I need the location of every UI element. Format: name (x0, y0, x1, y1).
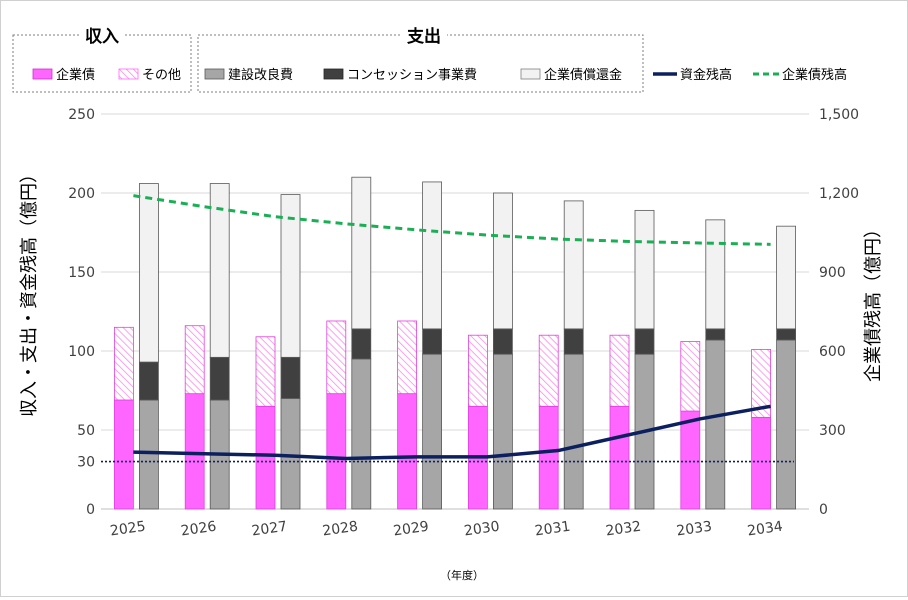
bar-kigyosai (751, 416, 771, 510)
legend-swatch-concession (323, 68, 344, 80)
right-axis-ticks: 0 300 600 900 1,200 1,500 (819, 107, 859, 518)
right-axis-title: 企業債残高（億円） (863, 220, 884, 382)
legend-label-sonota: その他 (142, 68, 181, 83)
bar-kensetsu (492, 353, 513, 510)
bar-shokan (280, 194, 301, 358)
legend-label-kensetsu: 建設改良費 (228, 67, 293, 83)
bar-shokan (422, 181, 443, 330)
bar-concession (351, 328, 372, 360)
x-tick-label: 2030 (463, 519, 501, 540)
legend-expense-box (197, 34, 644, 93)
x-tick-label: 2028 (321, 519, 359, 540)
bar-kensetsu (280, 397, 301, 510)
x-tick-label: 2027 (251, 519, 289, 540)
bar-kigyosai (609, 405, 630, 510)
bar-concession (280, 356, 301, 399)
line-shikin-zandaka (133, 404, 771, 461)
bar-shokan (351, 176, 372, 330)
bar-kigyosai (184, 393, 205, 510)
bar-concession (492, 328, 513, 355)
legend-swatch-kigyosai (32, 68, 53, 80)
bar-shokan (209, 183, 230, 358)
legend-label-concession: コンセッション事業費 (347, 67, 477, 83)
bar-sonota (397, 320, 418, 395)
bar-concession (776, 328, 796, 341)
left-tick-label: 100 (68, 344, 95, 360)
bar-sonota (184, 325, 205, 395)
x-tick-label: 2034 (746, 519, 784, 540)
legend-swatch-shokan (520, 68, 541, 80)
left-tick-label: 30 (77, 455, 95, 471)
x-tick-label: 2029 (392, 519, 430, 540)
legend-expense-title: 支出 (407, 26, 441, 47)
bar-kensetsu (776, 339, 796, 510)
left-axis-title: 収入・支出・資金残高（億円） (19, 165, 40, 417)
bar-concession (563, 328, 584, 355)
x-tick-label: 2033 (675, 519, 713, 540)
x-tick-label: 2025 (109, 519, 147, 540)
bar-concession (705, 328, 726, 341)
legend-label-zandaka: 企業債残高 (782, 67, 847, 83)
legend-label-kigyosai: 企業債 (56, 67, 95, 83)
bar-kensetsu (138, 399, 159, 510)
left-tick-label: 50 (77, 423, 95, 439)
x-axis-title: （年度） (440, 568, 484, 582)
x-tick-label: 2032 (605, 519, 643, 540)
bars (114, 176, 796, 510)
bar-sonota (680, 341, 701, 412)
bar-sonota (467, 334, 488, 407)
right-tick-label: 1,500 (819, 107, 859, 123)
legend-swatch-sonota (118, 68, 139, 80)
bar-kigyosai (326, 393, 347, 510)
bar-sonota (609, 334, 630, 407)
bar-kensetsu (563, 353, 584, 510)
line-kigyosai-zandaka (133, 194, 771, 246)
left-axis-ticks: 0 30 50 100 150 200 250 (68, 107, 95, 518)
x-tick-label: 2031 (534, 519, 572, 540)
gridlines (101, 113, 809, 510)
bar-kigyosai (397, 393, 418, 510)
bar-concession (634, 328, 655, 355)
bar-shokan (776, 225, 796, 330)
bar-sonota (114, 326, 134, 401)
bar-kensetsu (422, 353, 443, 510)
x-tick-label: 2026 (180, 519, 218, 540)
bar-kigyosai (114, 399, 134, 510)
bar-sonota (255, 336, 276, 407)
legend-swatch-kensetsu (204, 68, 225, 80)
bar-kensetsu (705, 339, 726, 510)
right-tick-label: 1,200 (819, 186, 859, 202)
right-tick-label: 600 (819, 344, 846, 360)
bar-shokan (634, 209, 655, 330)
bar-kigyosai (255, 405, 276, 510)
bar-sonota (751, 349, 771, 418)
legend-label-shokan: 企業債償還金 (544, 67, 622, 83)
lines (101, 194, 794, 463)
left-tick-label: 250 (68, 107, 95, 123)
left-tick-label: 200 (68, 186, 95, 202)
right-tick-label: 300 (819, 423, 846, 439)
bar-kigyosai (538, 405, 559, 510)
bar-sonota (538, 334, 559, 407)
bar-shokan (705, 219, 726, 330)
legend-income-title: 収入 (85, 27, 119, 47)
bar-concession (209, 356, 230, 401)
right-tick-label: 900 (819, 265, 846, 281)
right-tick-label: 0 (819, 502, 828, 518)
bar-concession (422, 328, 443, 355)
bar-kigyosai (680, 410, 701, 510)
x-axis-ticks: 2025 2026 2027 2028 2029 2030 2031 2032 2033 2034 (109, 519, 784, 540)
bar-shokan (563, 200, 584, 330)
left-tick-label: 0 (86, 502, 95, 518)
bar-sonota (326, 320, 347, 395)
bar-shokan (492, 192, 513, 330)
bar-shokan (138, 183, 159, 363)
legend-label-shikin: 資金残高 (680, 67, 732, 83)
bar-kensetsu (351, 358, 372, 510)
bar-concession (138, 361, 159, 401)
left-tick-label: 150 (68, 265, 95, 281)
